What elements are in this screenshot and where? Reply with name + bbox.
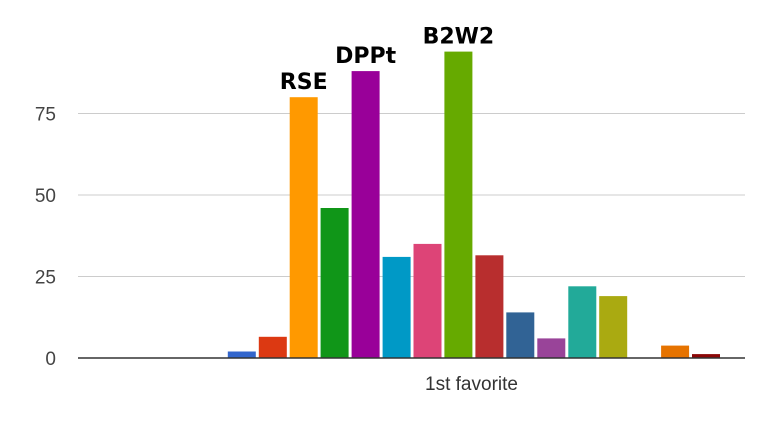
bars — [227, 51, 720, 359]
bar[interactable] — [568, 286, 597, 358]
bar-annotation-label: RSE — [280, 70, 328, 95]
bar[interactable] — [320, 208, 349, 358]
bar[interactable] — [661, 345, 690, 358]
bar[interactable] — [537, 338, 566, 358]
y-tick-label: 0 — [45, 349, 56, 370]
bar[interactable] — [289, 97, 318, 358]
y-axis-ticks: 0 25 50 75 — [35, 105, 56, 371]
bar[interactable] — [599, 296, 628, 358]
y-tick-label: 25 — [35, 268, 56, 289]
bar[interactable] — [382, 256, 411, 358]
bar-annotation-label: B2W2 — [423, 25, 495, 50]
x-axis-label: 1st favorite — [425, 374, 518, 395]
bar[interactable] — [258, 336, 287, 358]
bar[interactable] — [351, 71, 380, 358]
bar[interactable] — [475, 255, 504, 358]
y-tick-label: 75 — [35, 105, 56, 126]
y-tick-label: 50 — [35, 186, 56, 207]
bar[interactable] — [692, 354, 720, 358]
bar[interactable] — [413, 243, 442, 358]
bar-annotation-label: DPPt — [335, 44, 397, 69]
grid-lines — [78, 113, 745, 277]
bar[interactable] — [444, 51, 473, 358]
bar-annotations: RSE DPPt B2W2 — [280, 25, 494, 96]
bar[interactable] — [506, 312, 535, 358]
bar[interactable] — [227, 351, 256, 359]
